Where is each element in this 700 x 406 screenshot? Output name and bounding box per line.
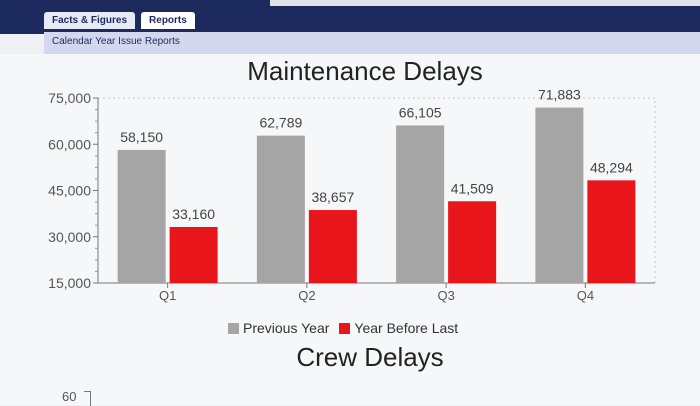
- x-tick-label: Q4: [577, 288, 594, 303]
- legend-swatch-year-before-last: [339, 322, 351, 334]
- data-label-year-before-last: 38,657: [311, 189, 354, 205]
- y-tick-label: 30,000: [48, 229, 91, 245]
- nav-tabs: Facts & Figures Reports: [44, 12, 195, 29]
- x-tick-label: Q2: [298, 288, 315, 303]
- y-tick-label: 60,000: [48, 136, 91, 152]
- data-label-year-before-last: 41,509: [451, 180, 494, 196]
- data-label-year-before-last: 48,294: [590, 159, 633, 175]
- bar-previous-year: [117, 149, 166, 283]
- y-tick-label: 75,000: [48, 90, 91, 106]
- bar-year-before-last: [308, 210, 357, 283]
- bar-previous-year: [256, 135, 305, 283]
- bar-previous-year: [396, 125, 445, 284]
- legend-item-year-before-last[interactable]: Year Before Last: [339, 320, 458, 336]
- bar-year-before-last: [169, 227, 218, 283]
- bar-year-before-last: [587, 180, 636, 283]
- subtab-calendar-year-issue-reports[interactable]: Calendar Year Issue Reports: [52, 36, 180, 47]
- legend-label-year-before-last: Year Before Last: [354, 320, 459, 336]
- bar-year-before-last: [448, 201, 497, 283]
- y-tick-label: 15,000: [48, 275, 91, 291]
- data-label-previous-year: 58,150: [120, 129, 163, 145]
- legend-swatch-previous-year: [228, 322, 239, 334]
- x-tick-label: Q1: [159, 288, 176, 303]
- y-tick-label: 45,000: [48, 183, 91, 199]
- data-label-year-before-last: 33,160: [172, 206, 215, 222]
- crew-delays-title: Crew Delays: [296, 342, 444, 372]
- data-label-previous-year: 66,105: [399, 104, 442, 120]
- report-content: Maintenance Delays 15,000 30,000 45,000 60,0…: [0, 54, 700, 406]
- legend-label-previous-year: Previous Year: [243, 320, 330, 336]
- bar-previous-year: [535, 107, 584, 283]
- legend-item-previous-year[interactable]: Previous Year: [228, 320, 329, 336]
- chart-legend: Previous Year Year Before Last: [228, 320, 458, 336]
- data-label-previous-year: 62,789: [259, 115, 302, 131]
- crew-delays-y-tick: 60: [62, 389, 92, 406]
- maintenance-delays-chart: Maintenance Delays 15,000 30,000 45,000 60,0…: [48, 56, 656, 303]
- tab-facts-figures[interactable]: Facts & Figures: [44, 12, 136, 29]
- data-label-previous-year: 71,883: [538, 87, 581, 103]
- tab-reports[interactable]: Reports: [141, 12, 195, 29]
- subnav-bar: Calendar Year Issue Reports: [44, 32, 700, 54]
- x-tick-label: Q3: [437, 288, 454, 303]
- chart-title: Maintenance Delays: [247, 56, 483, 86]
